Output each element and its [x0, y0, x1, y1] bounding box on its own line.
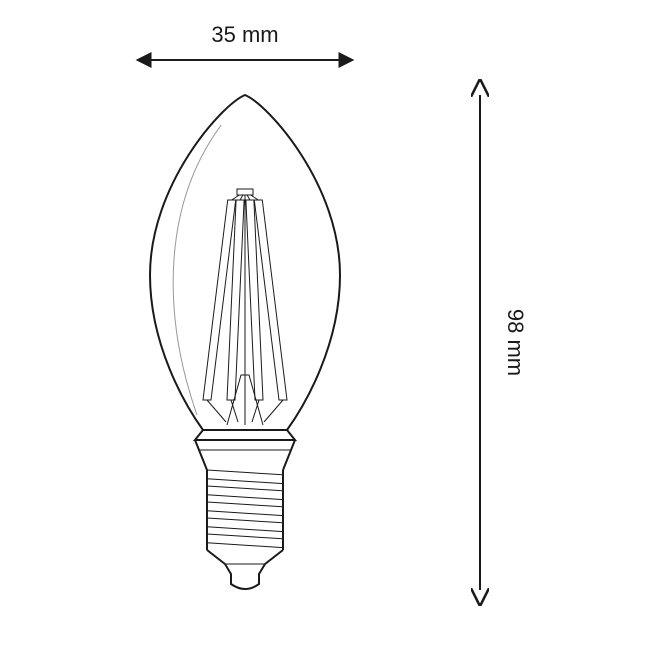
thread-ridge-5a	[207, 534, 283, 539]
filament-3	[246, 200, 263, 400]
filament-4	[254, 200, 287, 400]
stem-cap	[237, 189, 253, 195]
collar	[195, 430, 295, 440]
thread-ridge-4a	[207, 518, 283, 523]
filament-2-top-wire	[240, 195, 243, 200]
collar-to-thread	[195, 440, 295, 470]
thread-ridge-2a	[207, 486, 283, 491]
filament-1-top-wire	[232, 195, 240, 200]
filament-1-bottom-wire	[207, 400, 226, 422]
thread-ridge-3a	[207, 502, 283, 507]
width-dimension-label: 35 mm	[211, 22, 278, 47]
filament-2-bottom-wire	[231, 400, 238, 422]
thread-ridge-1a	[207, 470, 283, 475]
filament-3-top-wire	[247, 195, 250, 200]
filament-1	[203, 200, 236, 400]
thread-ridge-4b	[207, 527, 283, 532]
thread-ridge-1b	[207, 479, 283, 484]
filament-2	[227, 200, 244, 400]
bulb-dimension-diagram: 35 mm 98 mm	[0, 0, 650, 650]
thread-ridge-3b	[207, 511, 283, 516]
filament-4-top-wire	[251, 195, 259, 200]
base-tip	[207, 550, 283, 589]
thread-ridge-2b	[207, 495, 283, 500]
thread-ridge-5b	[207, 543, 283, 548]
filament-3-bottom-wire	[252, 400, 259, 422]
filament-4-bottom-wire	[264, 400, 283, 422]
height-dimension-label: 98 mm	[503, 309, 528, 376]
